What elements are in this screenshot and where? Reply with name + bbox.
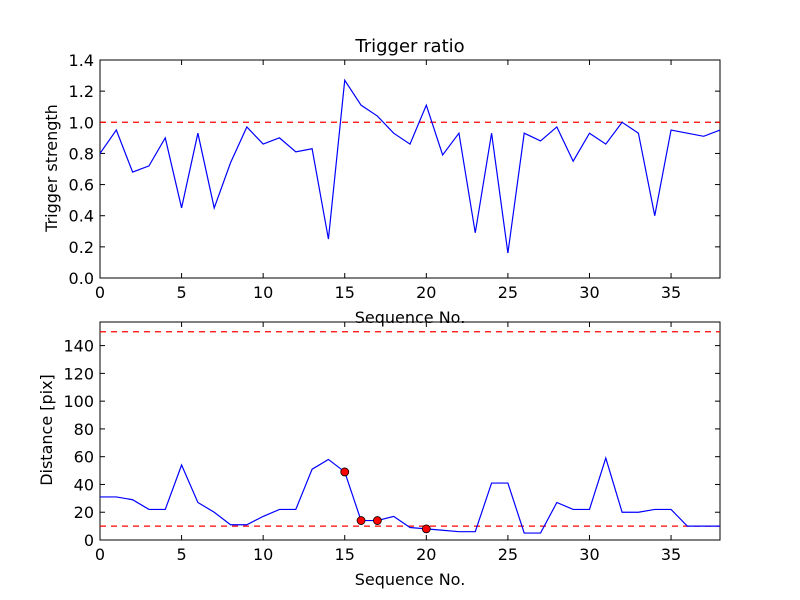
y-tick-label: 60 [74,448,94,467]
y-tick-label: 20 [74,503,94,522]
y-axis-label: Trigger strength [42,104,61,233]
x-tick-label: 5 [176,283,186,302]
y-tick-label: 0.2 [69,238,94,257]
data-point [421,524,431,534]
x-tick-label: 5 [176,545,186,564]
y-tick-label: 0.4 [69,207,94,226]
distance-panel: Sequence No. Distance [pix] 0 5 10 15 20 25 30… [37,321,721,589]
x-tick-label: 35 [661,283,681,302]
x-tick-label: 35 [661,545,681,564]
chart-title: Trigger ratio [354,36,464,57]
series-line [100,456,720,534]
y-tick-label: 40 [74,475,94,494]
y-tick-label: 0.6 [69,176,94,195]
x-tick-label: 20 [416,545,436,564]
series-line [99,78,721,254]
x-tick-label: 20 [416,283,436,302]
plot-frame [99,321,721,541]
y-tick-label: 1.2 [69,82,94,101]
trigger-ratio-panel: Trigger ratio Sequence No. Trigger stren… [42,36,721,327]
x-axis-label: Sequence No. [355,570,466,589]
y-tick-label: 0.0 [69,269,94,288]
y-axis-label: Distance [pix] [37,374,56,486]
x-axis-label: Sequence No. [355,308,466,327]
y-tick-label: 1.4 [69,51,94,70]
y-tick-label: 1.0 [69,113,94,132]
data-point [356,516,366,525]
y-tick-label: 80 [74,420,94,439]
x-tick-label: 10 [253,283,273,302]
y-tick-label: 120 [63,364,94,383]
y-tick-label: 0 [84,531,94,550]
x-tick-label: 15 [335,545,355,564]
y-tick-label: 140 [63,337,94,356]
x-tick-label: 10 [253,545,273,564]
y-tick-label: 0.8 [69,144,94,163]
x-tick-label: 0 [95,545,105,564]
data-point [372,516,382,525]
data-point [340,467,350,477]
x-tick-label: 0 [95,283,105,302]
x-tick-label: 25 [498,545,518,564]
x-tick-label: 25 [498,283,518,302]
x-tick-label: 30 [579,545,599,564]
y-tick-label: 100 [63,392,94,411]
x-tick-label: 30 [579,283,599,302]
x-tick-label: 15 [335,283,355,302]
plot-frame [99,59,721,279]
